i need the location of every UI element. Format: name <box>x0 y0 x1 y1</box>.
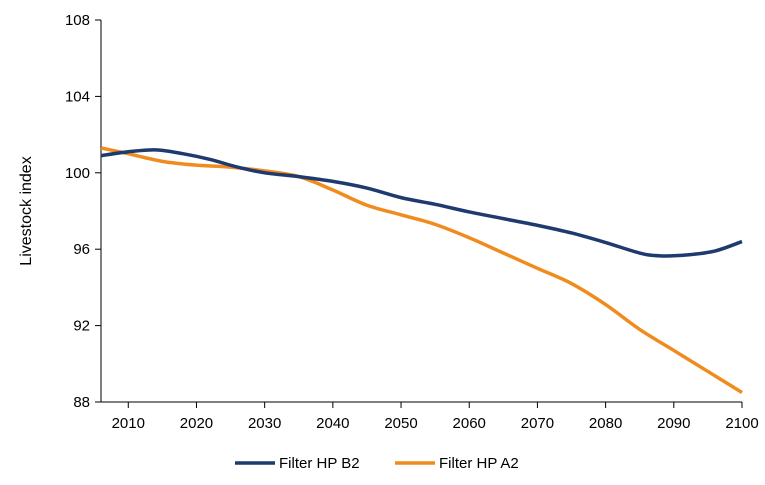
x-tick-label: 2090 <box>657 415 690 432</box>
x-tick-label: 2060 <box>453 415 486 432</box>
axes <box>100 20 742 403</box>
legend-item-filter-hp-b2: Filter HP B2 <box>235 455 360 472</box>
y-axis-ticks: 88 92 96 100 104 108 <box>65 12 101 411</box>
y-tick-label: 92 <box>73 318 90 335</box>
x-axis-ticks: 2010 2020 2030 2040 2050 2060 2070 2080 2090 2100 <box>112 402 759 432</box>
y-tick-label: 104 <box>65 88 90 105</box>
x-tick-label: 2070 <box>521 415 554 432</box>
y-tick-label: 88 <box>73 394 90 411</box>
x-tick-label: 2080 <box>589 415 622 432</box>
x-tick-label: 2100 <box>725 415 758 432</box>
series-layer <box>100 146 743 394</box>
y-tick-label: 100 <box>65 165 90 182</box>
legend: Filter HP B2 Filter HP A2 <box>235 455 519 472</box>
x-tick-label: 2030 <box>248 415 281 432</box>
y-axis-title: Livestock index <box>18 156 35 265</box>
x-tick-label: 2050 <box>384 415 417 432</box>
legend-item-filter-hp-a2: Filter HP A2 <box>395 455 519 472</box>
series-line-filter-hp-a2 <box>100 146 743 394</box>
legend-label: Filter HP B2 <box>279 455 360 472</box>
x-tick-label: 2040 <box>316 415 349 432</box>
x-tick-label: 2010 <box>112 415 145 432</box>
x-tick-label: 2020 <box>180 415 213 432</box>
legend-label: Filter HP A2 <box>439 455 519 472</box>
y-tick-label: 96 <box>73 241 90 258</box>
series-line-filter-hp-b2 <box>100 148 743 258</box>
y-tick-label: 108 <box>65 12 90 29</box>
